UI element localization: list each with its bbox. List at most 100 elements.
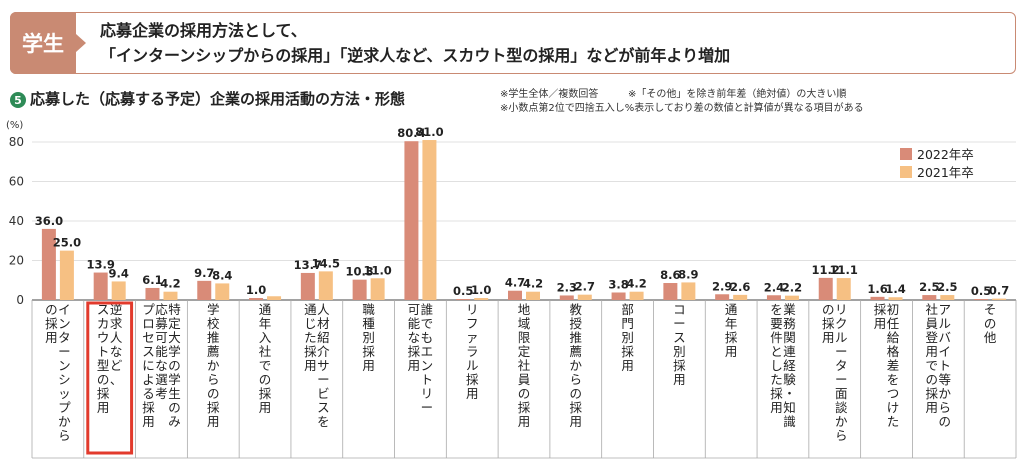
category-label-char: 社 [259, 344, 272, 359]
category-label-char: 授 [570, 316, 583, 331]
data-label-2022: 3.8 [608, 277, 628, 291]
category-label-char: ァ [466, 330, 479, 345]
bar-2021 [215, 283, 230, 300]
data-label-2022: 2.5 [919, 280, 939, 294]
category-label-char: な [110, 344, 123, 359]
data-label-2021: 25.0 [53, 236, 81, 250]
bar-2021 [163, 291, 178, 300]
category-label-char: 経 [783, 358, 796, 373]
headline-box [10, 12, 1016, 74]
category-label-char: 大 [168, 330, 181, 345]
category-label-char: サ [317, 358, 330, 373]
category-label-char: 用 [408, 358, 421, 373]
category-label-char: 別 [621, 330, 634, 345]
category-label-char: 用 [97, 400, 110, 415]
category-label-char: 給 [887, 330, 900, 345]
category-label-char: ー [317, 372, 330, 387]
category-label-char: ン [58, 358, 71, 373]
category-label-char: ら [207, 372, 220, 387]
category-label-char: ア [939, 302, 952, 317]
category-label-char: ー [835, 344, 848, 359]
category-label-char: 用 [725, 344, 738, 359]
category-label-char: な [408, 330, 421, 345]
bar-2021 [267, 296, 282, 300]
category-label-char: 年 [725, 316, 738, 331]
category-label-char: 型 [97, 358, 110, 373]
category-label-char: つ [887, 386, 900, 401]
bar-2021 [318, 271, 333, 300]
category-label-char: 職 [362, 302, 375, 317]
bar-2022 [559, 295, 574, 300]
category-label-char: 学 [168, 372, 181, 387]
category-label-char: 介 [317, 344, 330, 359]
category-label-char: 用 [304, 358, 317, 373]
bar-2022 [663, 283, 678, 300]
category-label-char: 用 [142, 414, 155, 429]
legend-label-2022: 2022年卒 [917, 147, 974, 162]
category-label-char: 面 [835, 386, 848, 401]
category-label-char: の [518, 386, 531, 401]
bar-2022 [818, 277, 833, 300]
category-label-char: ル [466, 358, 479, 373]
category-label-char: セ [142, 330, 155, 345]
category-label-char: 談 [835, 400, 848, 415]
category-label-char: 連 [783, 344, 796, 359]
bar-2022 [715, 294, 730, 300]
category-label-char: る [142, 386, 155, 401]
category-label-char: 部 [621, 302, 634, 317]
category-label-char: 採 [570, 400, 583, 415]
bar-2021 [474, 298, 489, 300]
category-label-char: 識 [783, 414, 796, 429]
category-label-char: ト [939, 358, 952, 373]
category-label-char: ど [110, 358, 123, 373]
category-label-char: 採 [518, 400, 531, 415]
category-label-char: ビ [317, 386, 330, 401]
category-label-char: エ [421, 344, 434, 359]
category-label-char: し [770, 358, 783, 373]
data-label-2022: 1.6 [867, 282, 887, 296]
category-label-char: 関 [783, 330, 796, 345]
category-label-char: フ [466, 316, 479, 331]
category-label-char: か [570, 358, 583, 373]
bar-2021 [836, 278, 851, 300]
category-label-char: 考 [155, 386, 168, 401]
category-label-char: 用 [874, 316, 887, 331]
category-label-char: 用 [207, 414, 220, 429]
category-label-char: 用 [259, 400, 272, 415]
category-label-char: 採 [142, 400, 155, 415]
category-label-char: 採 [466, 372, 479, 387]
category-label-char: 種 [362, 316, 375, 331]
category-label-char: 、 [110, 372, 123, 387]
category-label-char: か [58, 414, 71, 429]
bar-2022 [456, 299, 471, 300]
category-label-char: ン [421, 358, 434, 373]
category-label-char: ー [835, 372, 848, 387]
category-label-char: 用 [926, 344, 939, 359]
category-label-char: 採 [822, 316, 835, 331]
category-label-char: 用 [466, 386, 479, 401]
headline: 応募企業の採用方法として、 「インターンシップからの採用」「逆求人など、スカウト… [100, 18, 730, 68]
category-label-char: 逆 [110, 302, 123, 317]
category-label-char: 定 [168, 316, 181, 331]
y-tick-label: 0 [16, 293, 24, 307]
category-label-char: で [259, 358, 272, 373]
category-label-char: 任 [887, 316, 900, 331]
category-label-char: カ [97, 316, 110, 331]
category-label-char: 推 [207, 330, 220, 345]
bar-2022 [922, 295, 937, 300]
category-label-char: 採 [673, 358, 686, 373]
category-label-char: 限 [518, 330, 531, 345]
category-label-char: 用 [673, 372, 686, 387]
category-label-char: 地 [518, 302, 531, 317]
data-label-2021: 81.0 [415, 125, 443, 139]
bar-2021 [681, 282, 696, 300]
category-label-char: リ [466, 302, 479, 317]
bar-2022 [300, 272, 315, 300]
category-label-char: ら [835, 428, 848, 443]
category-label-char: と [770, 344, 783, 359]
category-label-char: 用 [362, 358, 375, 373]
bar-2021 [111, 281, 126, 300]
data-label-2021: 4.2 [160, 277, 180, 291]
category-label-char: 採 [304, 344, 317, 359]
